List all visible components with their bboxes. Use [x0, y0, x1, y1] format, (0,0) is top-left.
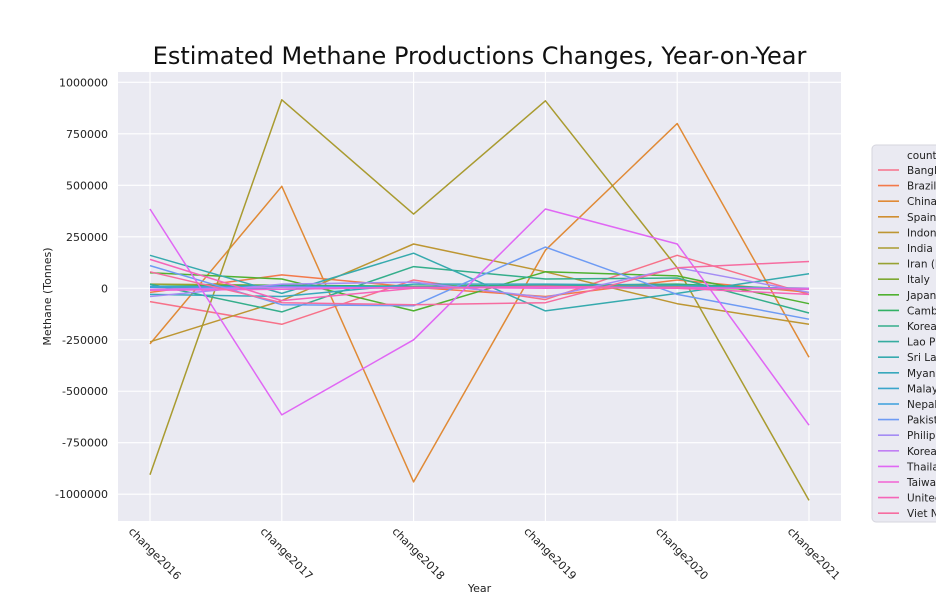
legend-entry: Brazil: [907, 181, 936, 193]
legend-entry: Viet N: [907, 508, 936, 520]
plot-background: [118, 72, 841, 521]
y-tick-label: -500000: [62, 385, 108, 398]
y-tick-label: -1000000: [55, 488, 108, 501]
legend-entry: Korea: [907, 321, 936, 333]
series-line: [149, 283, 810, 291]
x-tick-label: change2019: [521, 525, 579, 583]
legend-entry: Lao P: [907, 337, 935, 349]
legend-entry: Iran (I: [907, 259, 936, 271]
legend-entry: Japan: [906, 290, 936, 302]
series-line: [149, 260, 810, 306]
legend-entry: Philipp: [907, 430, 936, 442]
legend-entry: Bangla: [907, 165, 936, 177]
x-tick-label: change2017: [258, 525, 316, 583]
series-line: [149, 271, 810, 312]
x-tick-label: change2018: [389, 525, 447, 583]
series-line: [149, 122, 810, 483]
legend-box: [871, 144, 936, 523]
y-axis-label: Methane (Tonnes): [41, 247, 54, 345]
series-line: [149, 208, 810, 426]
y-tick-label: 250000: [66, 231, 108, 244]
legend-items: Bangla Brazil China Spain Indone India Iran (I…: [878, 165, 936, 520]
x-axis-ticks: change2016 change2017 change2018 change2019…: [126, 525, 843, 583]
legend-entry: Myann: [907, 368, 936, 380]
legend-entry: Spain: [907, 212, 936, 224]
x-tick-label: change2021: [785, 525, 843, 583]
series-line: [149, 265, 810, 314]
legend-entry: Malay: [907, 383, 936, 395]
legend-entry: Nepal: [907, 399, 936, 411]
legend-entry: Thaila: [906, 461, 936, 473]
legend-entry: United: [907, 493, 936, 505]
series-line: [149, 283, 810, 298]
legend-entry: Indone: [907, 227, 936, 239]
series-line: [149, 99, 810, 501]
y-tick-label: -250000: [62, 334, 108, 347]
legend-entry: Sri La: [907, 352, 936, 364]
legend-entry: Camb: [907, 305, 936, 317]
legend-entry: Korea: [907, 446, 936, 458]
x-tick-label: change2016: [126, 525, 184, 583]
x-axis-label: Year: [467, 582, 492, 595]
chart-title: Estimated Methane Productions Changes, Y…: [153, 42, 807, 70]
series-line: [149, 258, 810, 302]
legend-entry: Italy: [907, 274, 930, 286]
y-tick-label: 750000: [66, 128, 108, 141]
legend-entry: Taiwa: [906, 477, 936, 489]
y-tick-label: 1000000: [59, 76, 108, 89]
legend-entry: China: [907, 196, 936, 208]
legend-entry: India: [907, 243, 933, 255]
y-tick-label: 0: [101, 282, 108, 295]
y-tick-label: 500000: [66, 179, 108, 192]
series-line: [149, 266, 810, 299]
x-tick-label: change2020: [653, 525, 711, 583]
legend-title: country: [907, 150, 936, 162]
series-lines: [149, 99, 810, 501]
legend-entry: Pakist: [907, 415, 936, 427]
y-axis-ticks: 1000000 750000 500000 250000 0 -250000 -500000…: [55, 76, 108, 501]
legend: country Bangla Brazil China Spain Indone Indi…: [871, 144, 936, 523]
y-tick-label: -750000: [62, 437, 108, 450]
